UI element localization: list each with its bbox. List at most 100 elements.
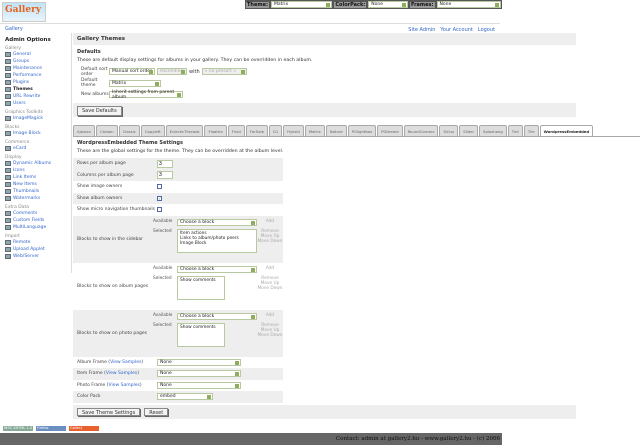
rows-input[interactable] xyxy=(157,159,173,168)
available-block-select[interactable]: Choose a block xyxy=(177,265,257,273)
selected-block-item[interactable]: Show comments xyxy=(180,277,216,283)
album-frame-samples-link[interactable]: View Samples xyxy=(110,359,142,365)
sidebar-item-themes[interactable]: Themes xyxy=(5,86,66,93)
move-down-button[interactable]: Move Down xyxy=(257,238,283,244)
sidebar-item-users[interactable]: Users xyxy=(5,100,66,107)
sort-direction-select[interactable]: Ascending xyxy=(157,68,187,76)
move-up-button[interactable]: Move Up xyxy=(260,327,280,333)
tab-splashang[interactable]: Splashang xyxy=(479,125,507,136)
selected-blocks-list[interactable]: Item actions Links to album/photo peers Im… xyxy=(177,228,257,253)
tab-siriux[interactable]: Siriux xyxy=(439,125,459,136)
album-frame-select[interactable]: None xyxy=(157,358,241,366)
save-defaults-button[interactable]: Save Defaults xyxy=(77,105,122,116)
tab-matrix[interactable]: Matrix xyxy=(304,125,325,136)
gallery-badge[interactable]: Gallery xyxy=(69,426,99,431)
photo-frame-select[interactable]: None xyxy=(157,381,241,389)
tab-copyleft[interactable]: Copyleft xyxy=(140,125,165,136)
add-block-button[interactable]: Add xyxy=(265,218,275,224)
selected-block-item[interactable]: Item actions xyxy=(180,230,207,236)
available-block-select[interactable]: Choose a block xyxy=(177,312,257,320)
move-up-button[interactable]: Move Up xyxy=(260,233,280,239)
sidebar-item-image-block[interactable]: Image Block xyxy=(5,130,66,137)
sort-order-select[interactable]: Manual sort order xyxy=(109,68,155,76)
sidebar-item-maintenance[interactable]: Maintenance xyxy=(5,65,66,72)
sidebar-item-web-server[interactable]: Web/Server xyxy=(5,253,66,260)
tab-forsale[interactable]: ForSale xyxy=(245,125,268,136)
firefox-badge[interactable]: Firefox xyxy=(36,426,66,431)
sidebar-item-groups[interactable]: Groups xyxy=(5,58,66,65)
site-admin-link[interactable]: Site Admin xyxy=(408,27,436,33)
new-albums-select[interactable]: Inherit settings from parent album xyxy=(109,90,183,100)
photo-frame-samples-link[interactable]: View Samples xyxy=(108,382,140,388)
colorpack-select[interactable]: None xyxy=(368,1,408,8)
tab-nature[interactable]: Nature xyxy=(325,125,347,136)
sidebar-item-general[interactable]: General xyxy=(5,51,66,58)
image-owners-checkbox[interactable] xyxy=(157,184,162,190)
cols-input[interactable] xyxy=(157,171,173,180)
add-block-button[interactable]: Add xyxy=(265,312,275,318)
add-block-button[interactable]: Add xyxy=(265,265,275,271)
sidebar-item-plugins[interactable]: Plugins xyxy=(5,79,66,86)
tab-pgtheme[interactable]: PGtheme xyxy=(377,125,403,136)
available-block-select[interactable]: Choose a block xyxy=(177,218,257,226)
frames-select[interactable]: None xyxy=(436,1,501,8)
selected-block-item[interactable]: Show comments xyxy=(180,324,216,330)
tab-ajaxian[interactable]: Ajaxian xyxy=(73,125,96,136)
tab-roundcorners[interactable]: RoundCorners xyxy=(403,125,439,136)
sidebar-item-custom-fields[interactable]: Custom Fields xyxy=(5,217,66,224)
remove-block-button[interactable]: Remove xyxy=(261,228,279,234)
breadcrumb-gallery[interactable]: Gallery xyxy=(5,25,23,32)
selected-blocks-list[interactable]: Show comments xyxy=(177,275,225,300)
sidebar-item-thumbnails[interactable]: Thumbnails xyxy=(5,188,66,195)
move-up-button[interactable]: Move Up xyxy=(260,280,280,286)
sidebar-item-label: General xyxy=(13,52,31,57)
sidebar-item-comments[interactable]: Comments xyxy=(5,210,66,217)
reset-button[interactable]: Reset xyxy=(144,407,169,416)
move-down-button[interactable]: Move Down xyxy=(257,285,283,291)
tab-fluid[interactable]: Fluid xyxy=(227,125,245,136)
item-frame-samples-link[interactable]: View Samples xyxy=(105,371,138,377)
gallery-logo[interactable]: Gallery xyxy=(2,2,46,22)
tab-tint[interactable]: Tint xyxy=(507,125,523,136)
tab-hybrid[interactable]: Hybrid xyxy=(283,125,304,136)
tab-g1[interactable]: G1 xyxy=(268,125,283,136)
move-down-button[interactable]: Move Down xyxy=(257,332,283,338)
sidebar-item-imagemagick[interactable]: ImageMagick xyxy=(5,115,66,122)
sidebar-item-ecard[interactable]: eCard xyxy=(5,145,66,152)
sidebar-item-upload-applet[interactable]: Upload Applet xyxy=(5,246,66,253)
your-account-link[interactable]: Your Account xyxy=(440,27,473,33)
selected-block-item[interactable]: Image Block xyxy=(180,240,207,246)
tab-tile[interactable]: Tile xyxy=(523,125,539,136)
selected-block-item[interactable]: Links to album/photo peers xyxy=(180,235,239,241)
colorpack-field[interactable]: embed xyxy=(157,393,213,401)
sidebar-item-performance[interactable]: Performance xyxy=(5,72,66,79)
album-owners-checkbox[interactable]: ✓ xyxy=(157,195,162,201)
sidebar-item-url-rewrite[interactable]: URL Rewrite xyxy=(5,93,66,100)
sidebar-item-remote[interactable]: Remote xyxy=(5,239,66,246)
tab-carbon[interactable]: Carbon xyxy=(96,125,118,136)
theme-select[interactable]: Matrix xyxy=(270,1,333,8)
tab-floatrix[interactable]: Floatrix xyxy=(204,125,227,136)
w3c-badge[interactable]: W3C XHTML 1.0 xyxy=(3,426,33,431)
save-theme-settings-button[interactable]: Save Theme Settings xyxy=(77,407,141,416)
sidebar-item-dynamic-albums[interactable]: Dynamic Albums xyxy=(5,160,66,167)
remove-block-button[interactable]: Remove xyxy=(261,322,279,328)
selected-blocks-list[interactable]: Show comments xyxy=(177,322,225,347)
tab-classic[interactable]: Classic xyxy=(118,125,140,136)
remove-block-button[interactable]: Remove xyxy=(261,275,279,281)
tab-eclecticthreads[interactable]: EclecticThreads xyxy=(165,125,204,136)
sidebar-item-link-items[interactable]: Link Items xyxy=(5,174,66,181)
sidebar-item-icons[interactable]: Icons xyxy=(5,167,66,174)
item-frame-select[interactable]: None xyxy=(157,370,241,378)
tab-pglightbox[interactable]: PGlightbox xyxy=(347,125,377,136)
sidebar-item-watermarks[interactable]: Watermarks xyxy=(5,195,66,202)
tab-wordpressembedded[interactable]: WordpressEmbedded xyxy=(539,125,594,136)
micro-nav-checkbox[interactable] xyxy=(157,207,162,213)
default-theme-select[interactable]: Matrix xyxy=(109,79,161,87)
theme-switcher-bar: Theme: Matrix ColorPack: None Frames: No… xyxy=(245,0,502,9)
sidebar-item-new-items[interactable]: New Items xyxy=(5,181,66,188)
tab-slider[interactable]: Slider xyxy=(459,125,479,136)
sidebar-item-multilanguage[interactable]: MultiLanguage xyxy=(5,224,66,231)
presort-select[interactable]: « no presort » xyxy=(201,68,247,76)
logout-link[interactable]: Logout xyxy=(477,27,495,33)
